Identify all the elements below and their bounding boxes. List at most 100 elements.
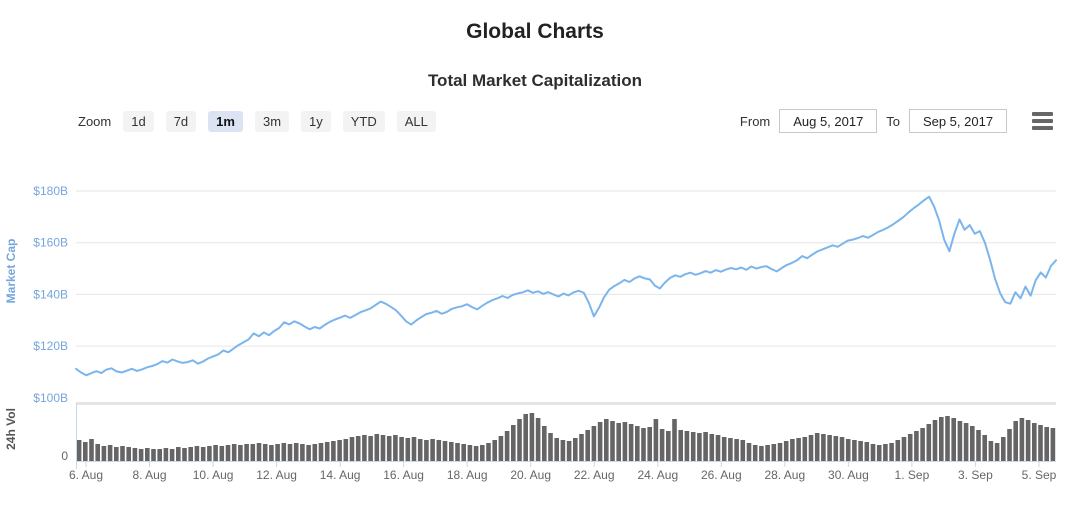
volume-bar[interactable]: [157, 449, 162, 461]
volume-bar[interactable]: [362, 435, 367, 461]
volume-bar[interactable]: [957, 421, 963, 461]
volume-bar[interactable]: [219, 446, 225, 461]
volume-bar[interactable]: [244, 444, 249, 461]
volume-bar[interactable]: [207, 446, 212, 461]
volume-bar[interactable]: [783, 441, 789, 461]
volume-bar[interactable]: [963, 423, 969, 461]
volume-bar[interactable]: [256, 443, 262, 461]
volume-bar[interactable]: [771, 444, 777, 461]
volume-bar[interactable]: [889, 443, 894, 461]
zoom-button-1d[interactable]: 1d: [123, 110, 154, 132]
volume-bar[interactable]: [734, 439, 739, 461]
volume-bar[interactable]: [225, 445, 231, 461]
volume-bar[interactable]: [945, 416, 950, 461]
volume-bar[interactable]: [752, 445, 758, 461]
volume-bar[interactable]: [293, 443, 299, 461]
volume-bar[interactable]: [188, 447, 193, 461]
volume-bar[interactable]: [721, 437, 727, 461]
volume-bar[interactable]: [827, 435, 832, 461]
volume-bar[interactable]: [517, 419, 522, 461]
to-date-input[interactable]: [909, 109, 1007, 133]
volume-bar[interactable]: [1007, 429, 1012, 461]
volume-bar[interactable]: [145, 448, 150, 461]
volume-bar[interactable]: [566, 441, 572, 461]
volume-bar[interactable]: [858, 441, 863, 461]
from-date-input[interactable]: [779, 109, 878, 133]
volume-bar[interactable]: [988, 441, 994, 461]
volume-bar[interactable]: [355, 436, 361, 461]
volume-bar[interactable]: [374, 434, 380, 461]
volume-bar[interactable]: [939, 417, 944, 461]
volume-bar[interactable]: [573, 438, 578, 461]
volume-bar[interactable]: [895, 440, 901, 461]
volume-bar[interactable]: [690, 432, 696, 461]
volume-bar[interactable]: [982, 435, 987, 461]
volume-bar[interactable]: [337, 440, 342, 461]
volume-bar[interactable]: [194, 446, 200, 461]
volume-bar[interactable]: [883, 444, 888, 461]
volume-bar[interactable]: [176, 447, 181, 461]
volume-bar[interactable]: [76, 440, 82, 461]
market-cap-line-series[interactable]: [75, 195, 1057, 377]
chart-context-menu-button[interactable]: [1030, 110, 1055, 132]
volume-bar[interactable]: [386, 436, 392, 461]
volume-bar[interactable]: [672, 419, 677, 461]
volume-bar[interactable]: [821, 434, 826, 461]
volume-bar[interactable]: [666, 431, 671, 461]
volume-bar[interactable]: [852, 440, 857, 461]
volume-bar[interactable]: [511, 425, 516, 461]
volume-bar[interactable]: [814, 433, 820, 461]
volume-bar[interactable]: [95, 444, 100, 461]
zoom-button-all[interactable]: ALL: [396, 110, 436, 132]
volume-bar[interactable]: [83, 442, 88, 461]
volume-bar[interactable]: [901, 437, 907, 461]
volume-bar[interactable]: [777, 443, 783, 461]
volume-bar[interactable]: [312, 444, 318, 461]
volume-bar[interactable]: [1019, 418, 1025, 461]
volume-bar[interactable]: [610, 421, 615, 461]
volume-bar[interactable]: [616, 423, 621, 461]
volume-bar[interactable]: [622, 422, 628, 461]
volume-bar[interactable]: [604, 419, 609, 461]
volume-bar[interactable]: [808, 435, 814, 461]
volume-bar[interactable]: [449, 442, 454, 461]
volume-bar[interactable]: [635, 426, 640, 461]
zoom-button-1y[interactable]: 1y: [301, 110, 331, 132]
volume-bar[interactable]: [951, 418, 956, 461]
volume-bar[interactable]: [461, 444, 466, 461]
volume-bar[interactable]: [802, 437, 808, 461]
volume-bar[interactable]: [120, 446, 125, 461]
volume-bar[interactable]: [585, 430, 590, 461]
volume-bar[interactable]: [324, 442, 330, 461]
volume-bar[interactable]: [926, 424, 932, 461]
volume-bar[interactable]: [796, 438, 801, 461]
volume-bar[interactable]: [480, 445, 485, 461]
volume-bar[interactable]: [529, 413, 535, 461]
volume-bar[interactable]: [684, 431, 690, 461]
volume-bar[interactable]: [560, 440, 566, 461]
zoom-button-1m[interactable]: 1m: [208, 110, 243, 132]
volume-bar[interactable]: [709, 434, 715, 461]
volume-bar[interactable]: [740, 440, 746, 461]
volume-bar[interactable]: [151, 449, 156, 461]
volume-bar[interactable]: [1001, 437, 1006, 461]
volume-bar[interactable]: [548, 433, 553, 461]
volume-bar[interactable]: [411, 437, 417, 461]
volume-bar[interactable]: [659, 429, 665, 461]
volume-bar[interactable]: [1025, 420, 1031, 461]
volume-bar[interactable]: [759, 446, 764, 461]
volume-bar[interactable]: [1044, 427, 1049, 461]
volume-bar[interactable]: [430, 439, 435, 461]
volume-bar[interactable]: [132, 448, 138, 461]
zoom-button-3m[interactable]: 3m: [254, 110, 290, 132]
volume-bar[interactable]: [994, 443, 1000, 461]
volume-bar[interactable]: [845, 439, 851, 461]
volume-bar[interactable]: [492, 440, 497, 461]
volume-bar[interactable]: [107, 445, 113, 461]
volume-bar[interactable]: [1050, 428, 1056, 461]
volume-bar[interactable]: [1032, 423, 1037, 461]
volume-bar[interactable]: [697, 433, 702, 461]
volume-bar[interactable]: [920, 428, 925, 461]
volume-bar[interactable]: [349, 437, 355, 461]
volume-bar[interactable]: [504, 431, 510, 461]
